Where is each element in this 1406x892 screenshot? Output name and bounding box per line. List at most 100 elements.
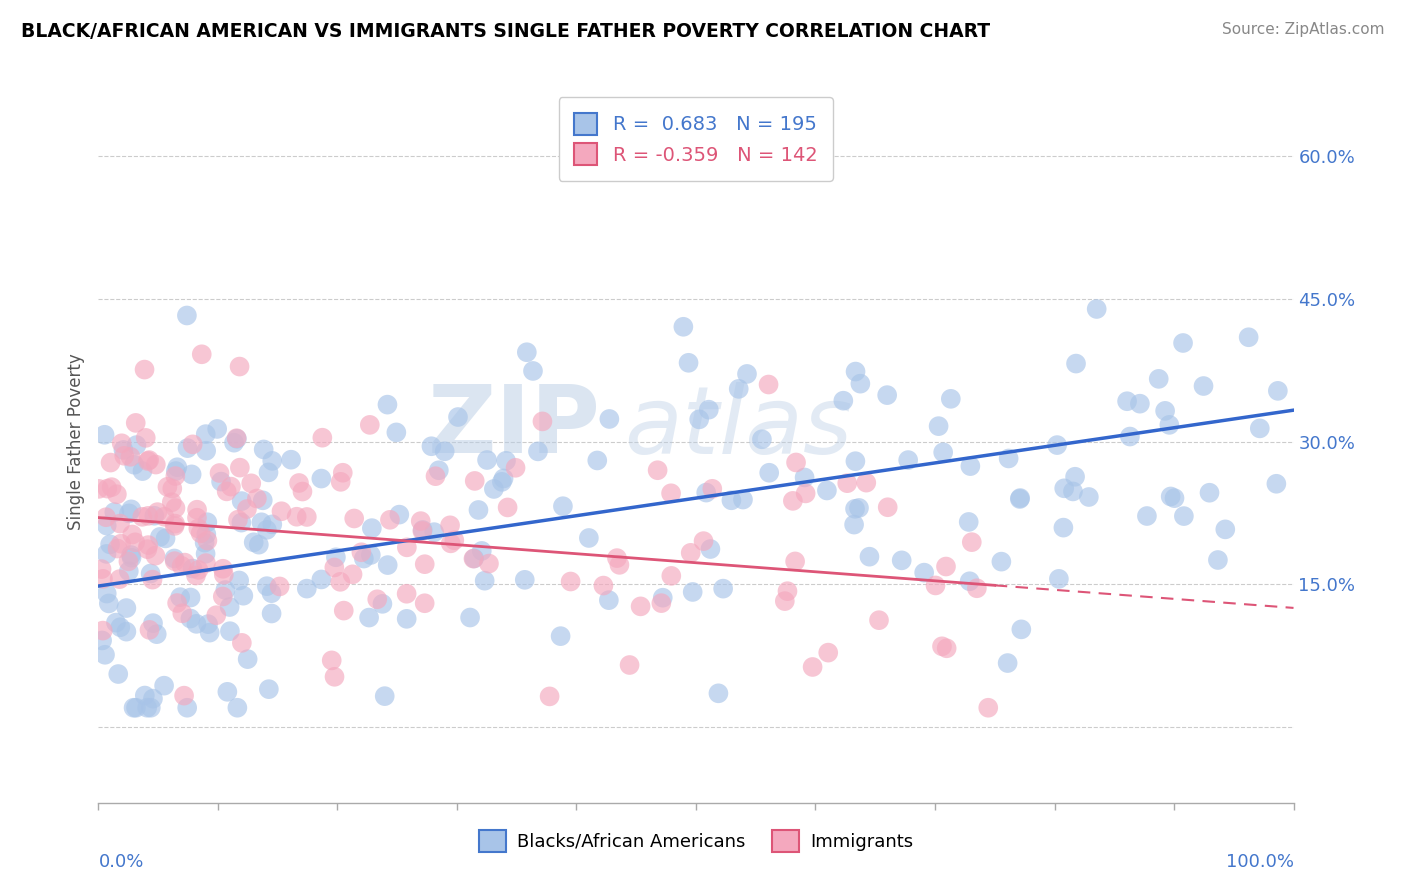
Point — [522, 364, 544, 378]
Point — [458, 610, 481, 624]
Point — [110, 537, 132, 551]
Point — [256, 523, 278, 537]
Point — [1077, 490, 1099, 504]
Point — [136, 542, 159, 557]
Point — [323, 670, 346, 684]
Point — [170, 558, 193, 573]
Point — [112, 442, 135, 457]
Point — [350, 545, 373, 559]
Point — [592, 578, 614, 592]
Point — [107, 541, 129, 556]
Point — [163, 519, 186, 533]
Point — [471, 544, 494, 558]
Point — [550, 629, 572, 643]
Point — [782, 494, 804, 508]
Point — [252, 493, 274, 508]
Legend: Blacks/African Americans, Immigrants: Blacks/African Americans, Immigrants — [471, 822, 921, 859]
Point — [711, 582, 734, 596]
Point — [104, 615, 127, 630]
Point — [211, 590, 233, 604]
Point — [491, 475, 513, 489]
Point — [139, 700, 162, 714]
Point — [1163, 491, 1185, 505]
Point — [325, 550, 347, 565]
Point — [131, 464, 153, 478]
Point — [145, 549, 167, 563]
Point — [247, 538, 270, 552]
Point — [166, 460, 188, 475]
Point — [977, 700, 1000, 714]
Point — [413, 596, 436, 610]
Point — [169, 590, 191, 604]
Point — [311, 573, 333, 587]
Point — [120, 450, 142, 464]
Point — [105, 487, 128, 501]
Point — [855, 475, 877, 490]
Point — [153, 679, 176, 693]
Point — [439, 518, 461, 533]
Point — [125, 438, 148, 452]
Point — [118, 507, 141, 521]
Point — [209, 475, 232, 489]
Point — [87, 482, 110, 496]
Point — [215, 484, 238, 499]
Text: Source: ZipAtlas.com: Source: ZipAtlas.com — [1222, 22, 1385, 37]
Point — [242, 535, 264, 549]
Point — [688, 412, 710, 426]
Point — [225, 432, 247, 446]
Point — [125, 416, 148, 430]
Point — [928, 419, 950, 434]
Point — [385, 425, 408, 440]
Point — [142, 616, 165, 631]
Point — [285, 509, 308, 524]
Point — [96, 482, 118, 496]
Point — [1171, 336, 1194, 351]
Point — [120, 502, 142, 516]
Point — [758, 466, 780, 480]
Point — [163, 551, 186, 566]
Point — [236, 652, 259, 666]
Point — [538, 690, 561, 704]
Point — [606, 551, 628, 566]
Point — [1010, 623, 1032, 637]
Point — [138, 623, 160, 637]
Point — [731, 492, 754, 507]
Point — [311, 472, 333, 486]
Point — [231, 494, 253, 508]
Point — [924, 578, 946, 592]
Point — [551, 499, 574, 513]
Point — [142, 691, 165, 706]
Point — [90, 562, 112, 576]
Point — [868, 613, 890, 627]
Point — [187, 521, 209, 535]
Point — [1119, 429, 1142, 443]
Point — [226, 700, 249, 714]
Point — [186, 510, 208, 524]
Point — [463, 551, 485, 566]
Point — [492, 471, 515, 485]
Point — [146, 505, 169, 519]
Point — [630, 599, 652, 614]
Point — [257, 682, 280, 697]
Point — [269, 579, 291, 593]
Point — [959, 574, 981, 589]
Point — [187, 563, 209, 577]
Point — [1116, 394, 1139, 409]
Point — [162, 482, 184, 496]
Point — [260, 586, 283, 600]
Point — [935, 641, 957, 656]
Point — [388, 508, 411, 522]
Point — [425, 469, 447, 483]
Point — [96, 586, 118, 600]
Point — [136, 508, 159, 523]
Point — [411, 524, 433, 538]
Point — [186, 502, 208, 516]
Point — [1053, 481, 1076, 495]
Point — [395, 541, 418, 555]
Point — [1267, 384, 1289, 398]
Point — [619, 658, 641, 673]
Point — [1046, 438, 1069, 452]
Point — [165, 516, 187, 531]
Point — [219, 624, 242, 639]
Point — [342, 567, 364, 582]
